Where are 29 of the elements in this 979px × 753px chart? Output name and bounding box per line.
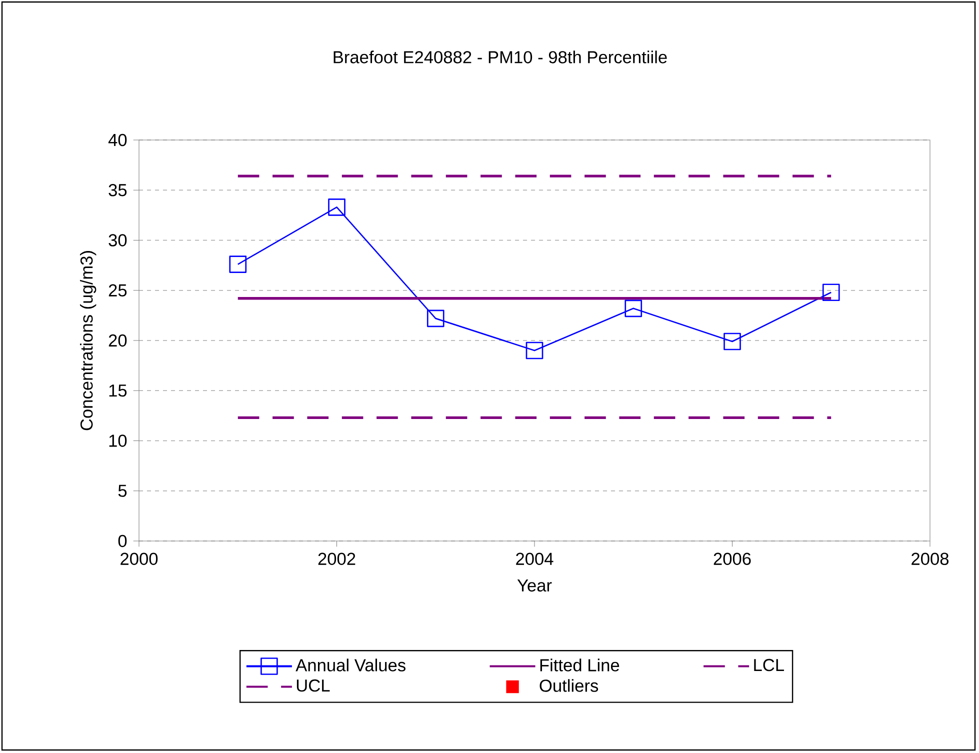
legend-label: Fitted Line — [540, 658, 620, 672]
y-tick-label: 5 — [118, 484, 127, 497]
point — [624, 300, 642, 318]
y-tick-label: 40 — [108, 134, 127, 146]
chart-title: Braefoot E240882 - PM10 - 98th Percentiile — [334, 50, 667, 64]
x-tick-label: 2000 — [120, 552, 158, 565]
y-tick-label: 30 — [108, 234, 127, 246]
y-tick-label: 10 — [109, 434, 127, 447]
x-axis-title: Year — [517, 579, 552, 592]
y-tick-label: 20 — [108, 334, 127, 347]
x-tick-label: 2004 — [516, 552, 554, 565]
point — [328, 198, 346, 216]
legend-label: LCL — [754, 658, 784, 672]
legend-label: UCL — [296, 679, 330, 692]
legend-label: Outliers — [540, 679, 598, 692]
x-tick-label: 2006 — [714, 552, 751, 565]
y-tick-label: 25 — [108, 284, 127, 297]
y-axis-title: Concentrations (ug/m3) — [80, 251, 96, 430]
y-tick-label: 0 — [118, 534, 127, 548]
x-tick-label: 2008 — [912, 552, 949, 565]
point — [526, 342, 544, 360]
point — [822, 284, 840, 302]
y-tick-label: 35 — [108, 184, 127, 196]
point — [229, 256, 247, 273]
point — [426, 310, 444, 328]
x-tick-label: 2002 — [318, 552, 356, 565]
y-tick-label: 15 — [109, 384, 127, 397]
legend-label: Annual Values — [296, 658, 406, 672]
point — [724, 332, 741, 350]
